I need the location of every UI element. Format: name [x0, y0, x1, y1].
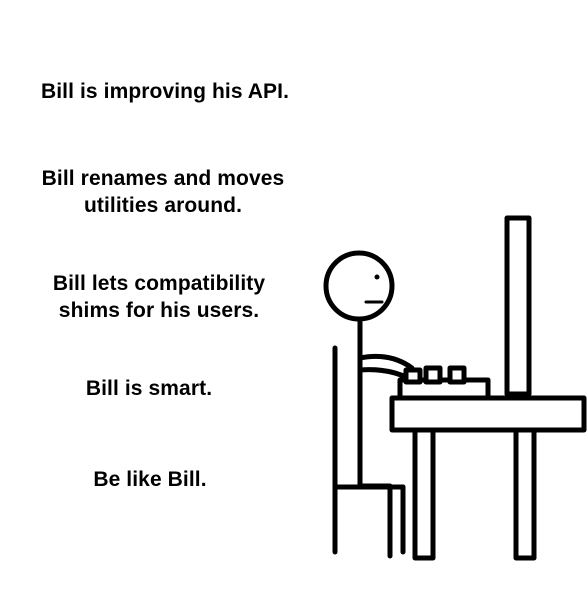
- caption-line-2: Bill renames and moves utilities around.: [41, 167, 285, 217]
- caption-line-5: Be like Bill.: [93, 468, 207, 491]
- keyboard-key-3: [447, 365, 467, 385]
- desk-top: [389, 395, 587, 433]
- figure-leg: [357, 483, 393, 559]
- caption-line-3: Bill lets compatibility shims for his us…: [52, 272, 266, 322]
- caption-line-4: Bill is smart.: [85, 377, 213, 400]
- figure-arm-lower: [357, 367, 411, 381]
- figure-head: [323, 250, 395, 322]
- figure-eye: [374, 274, 380, 280]
- keyboard-key-1: [403, 367, 423, 385]
- keyboard-key-2: [423, 365, 443, 385]
- desk-leg-right: [513, 427, 537, 561]
- stick-figure-illustration: [323, 215, 587, 561]
- monitor: [504, 215, 532, 397]
- figure-arm-upper: [357, 353, 415, 371]
- desk-leg-left: [412, 427, 436, 561]
- caption-line-1: Bill is improving his API.: [40, 80, 290, 103]
